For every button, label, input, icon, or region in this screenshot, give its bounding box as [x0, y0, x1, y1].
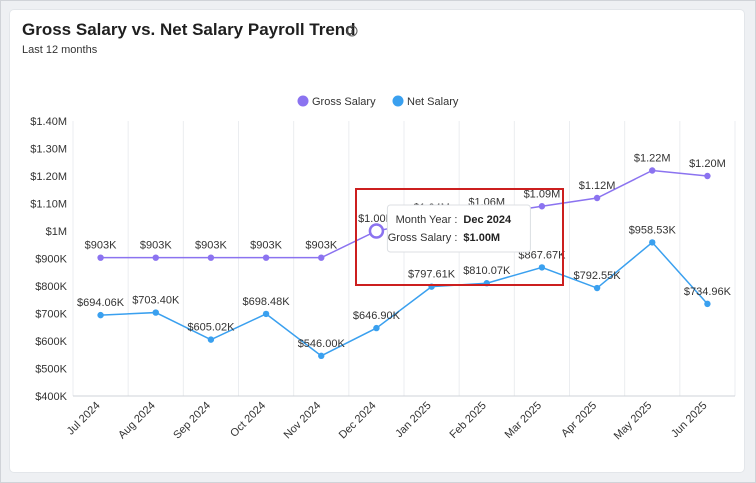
legend-label: Net Salary [407, 96, 459, 108]
y-tick-label: $900K [35, 254, 67, 266]
data-point [152, 254, 159, 261]
data-label-layer: $903K$903K$903K$903K$903K$1.00M$1.04M$1.… [77, 153, 732, 350]
chart-title: Gross Salary vs. Net Salary Payroll Tren… [22, 20, 356, 39]
data-point [649, 167, 656, 174]
data-point [704, 300, 711, 308]
tooltip-value: Dec 2024 [463, 214, 512, 226]
data-label: $903K [140, 240, 172, 252]
tooltip: Month Year : Dec 2024 Gross Salary : $1.00M [355, 188, 564, 286]
data-label: $810.07K [463, 265, 511, 277]
data-point [649, 239, 656, 246]
y-tick-label: $700K [35, 309, 67, 321]
data-point [593, 194, 601, 202]
x-tick-label: Nov 2024 [282, 400, 324, 442]
tooltip-label: Month Year : [396, 214, 458, 226]
y-tick-label: $1.20M [30, 171, 67, 183]
x-tick-label: Feb 2025 [448, 400, 489, 441]
data-point [538, 264, 546, 271]
y-tick-label: $500K [35, 364, 67, 376]
data-point [704, 172, 711, 180]
x-tick-label: Dec 2024 [337, 400, 379, 442]
data-point [593, 284, 601, 292]
data-point [152, 309, 159, 316]
data-label: $546.00K [298, 338, 346, 350]
data-label: $605.02K [187, 322, 235, 334]
y-tick-label: $800K [35, 281, 67, 293]
y-tick-label: $1.30M [30, 144, 67, 156]
data-point [318, 352, 325, 360]
x-tick-label: Apr 2025 [559, 400, 599, 440]
data-point [538, 203, 546, 210]
data-label: $694.06K [77, 297, 125, 309]
hover-point [368, 223, 385, 239]
data-point [97, 311, 104, 319]
chart-subtitle: Last 12 months [22, 44, 98, 56]
data-label: $1.22M [634, 153, 671, 165]
data-point [262, 254, 270, 261]
data-label: $797.61K [408, 269, 456, 281]
x-tick-label: Oct 2024 [228, 400, 268, 440]
data-label: $903K [195, 240, 227, 252]
x-tick-label: Jun 2025 [669, 400, 709, 440]
highlight-box [355, 188, 564, 286]
data-label: $1.09M [524, 188, 561, 200]
x-tick-label: Aug 2024 [116, 400, 158, 442]
data-point [373, 324, 380, 332]
y-tick-label: $1.40M [30, 116, 67, 128]
data-label: $646.90K [353, 310, 401, 322]
grid-layer [72, 121, 736, 397]
data-label: $703.40K [132, 295, 180, 307]
y-tick-label: $1.10M [30, 199, 67, 211]
x-tick-label: Jan 2025 [393, 400, 433, 440]
tooltip-value: $1.00M [463, 232, 500, 244]
y-tick-label: $1M [46, 226, 67, 238]
y-tick-label: $400K [35, 391, 67, 403]
data-label: $903K [250, 240, 282, 252]
legend-marker [297, 95, 309, 107]
data-label: $1.20M [689, 158, 726, 170]
data-label: $867.67K [518, 249, 566, 261]
chart-card [10, 10, 744, 472]
legend-label: Gross Salary [312, 96, 376, 108]
tooltip-box [386, 204, 531, 253]
series-line [100, 241, 708, 357]
legend-marker [392, 95, 404, 107]
data-label: $1.00M [358, 213, 395, 225]
x-tick-label: Mar 2025 [503, 400, 544, 441]
data-label: $903K [305, 240, 337, 252]
data-label: $734.96K [684, 286, 732, 298]
data-point [262, 310, 270, 318]
tooltip-label: Gross Salary : [388, 232, 458, 244]
data-point [318, 254, 325, 261]
x-tick-label: May 2025 [612, 400, 655, 443]
data-label: $958.53K [629, 224, 677, 236]
data-label: $698.48K [243, 296, 291, 308]
legend: Gross Salary Net Salary [297, 95, 459, 108]
data-point [207, 254, 215, 261]
data-point [97, 254, 104, 261]
x-tick-label: Sep 2024 [171, 400, 213, 442]
data-point [207, 336, 215, 343]
data-label: $792.55K [574, 270, 622, 282]
data-label: $903K [85, 240, 117, 252]
y-tick-label: $600K [35, 336, 67, 348]
info-icon[interactable] [346, 25, 358, 37]
x-tick-label: Jul 2024 [65, 400, 103, 438]
data-label: $1.12M [579, 180, 616, 192]
